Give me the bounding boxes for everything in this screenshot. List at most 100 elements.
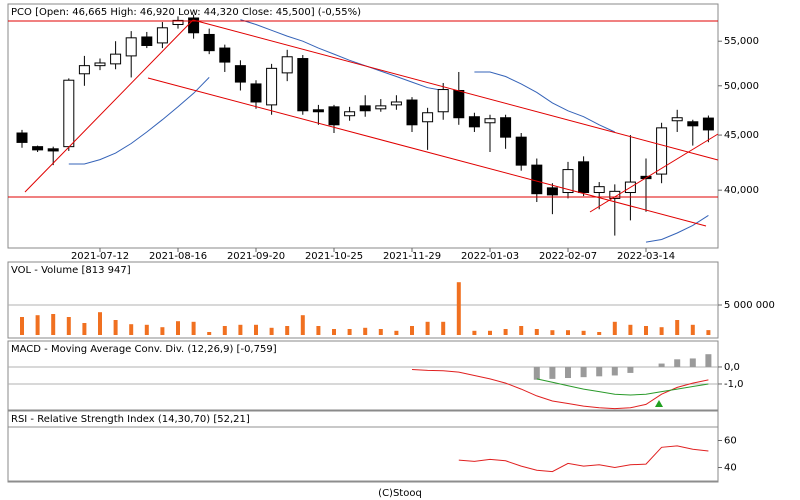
x-tick-label: 2022-01-03 — [461, 251, 519, 262]
candle-body — [78, 65, 90, 75]
histogram-bar — [565, 366, 571, 379]
volume-bar — [300, 315, 305, 335]
panel-frame — [7, 3, 719, 249]
volume-bar — [66, 317, 71, 335]
volume-bar — [113, 320, 118, 335]
volume-bar — [176, 321, 180, 335]
candle-body — [281, 56, 293, 74]
volume-bar — [659, 327, 664, 335]
histogram-bar — [580, 366, 587, 378]
histogram-bar — [658, 363, 665, 367]
footer: (C)Stooq — [378, 488, 422, 499]
candle-body — [375, 105, 387, 110]
candle-body — [359, 105, 371, 112]
candle-body — [110, 53, 122, 65]
candle-body — [297, 58, 309, 112]
histogram-bar — [689, 358, 696, 367]
signal-marker — [655, 400, 663, 407]
histogram-bar — [533, 366, 540, 380]
trend-lines — [8, 19, 719, 227]
candle-body — [468, 116, 480, 128]
volume-bar — [160, 327, 165, 335]
moving-average — [68, 19, 709, 243]
panel-title: PCO [Open: 46,665 High: 46,920 Low: 44,3… — [11, 7, 361, 18]
volume-bar — [441, 321, 446, 335]
volume-bar — [347, 329, 352, 335]
trend-line — [147, 77, 707, 227]
candle-body — [702, 117, 714, 131]
candle-body — [63, 79, 75, 148]
histogram-bar — [611, 366, 618, 376]
volume-bar — [566, 330, 570, 335]
candle-body — [47, 148, 59, 152]
panel-frame — [7, 261, 719, 339]
x-tick-label: 2021-11-29 — [383, 251, 441, 262]
volume-bar — [82, 323, 87, 335]
volume-bar — [144, 324, 149, 335]
volume-bar — [207, 332, 212, 335]
x-tick-label: 2021-08-16 — [149, 251, 207, 262]
volume-bar — [503, 329, 508, 335]
candle-body — [16, 132, 28, 143]
plot-layer — [7, 3, 722, 483]
panel-frame — [7, 340, 719, 411]
histogram-bar — [674, 359, 681, 367]
y-tick-label: -1,0 — [724, 379, 744, 390]
volume-bar — [472, 330, 477, 335]
volume-bar — [534, 329, 539, 335]
volume-bar — [378, 329, 383, 335]
candle-body — [422, 112, 434, 123]
candle-body — [578, 161, 590, 194]
volume-bar — [425, 321, 430, 335]
panel-title: MACD - Moving Average Conv. Div. (12,26,… — [11, 344, 277, 355]
volume-bar — [51, 314, 56, 335]
candle-body — [328, 106, 340, 126]
candle-body — [562, 169, 574, 194]
candle-body — [500, 117, 512, 138]
volume-bar — [394, 330, 399, 335]
histogram-bar — [596, 366, 603, 377]
histogram-bar — [705, 354, 712, 367]
volume-bar — [20, 317, 24, 335]
volume-bar — [628, 324, 633, 335]
volume-bar — [129, 324, 134, 335]
y-tick-label: 50,000 — [724, 81, 759, 92]
histogram-bar — [549, 366, 556, 379]
candle-body — [94, 62, 106, 67]
candle-body — [437, 89, 449, 113]
trend-line — [589, 133, 719, 213]
volume-bar — [285, 326, 290, 335]
x-tick-label: 2021-09-20 — [227, 251, 285, 262]
candle-body — [344, 111, 356, 117]
volume-bar — [675, 320, 680, 335]
panel-title: RSI - Relative Strength Index (14,30,70)… — [11, 414, 250, 425]
macd-line — [411, 369, 709, 410]
volume-bar — [191, 321, 196, 335]
candle-body — [312, 109, 324, 113]
y-tick-label: 40 — [724, 463, 737, 474]
x-tick-label: 2022-03-14 — [617, 251, 675, 262]
x-tick-label: 2021-10-25 — [305, 251, 363, 262]
volume-bar — [550, 330, 555, 335]
candle-body — [484, 118, 496, 124]
volume-bar — [238, 324, 243, 335]
candle-body — [203, 33, 215, 52]
rsi-line — [458, 445, 709, 473]
candle-body — [656, 127, 668, 175]
candle-body — [156, 27, 168, 44]
macd-line — [536, 378, 709, 396]
volume-bar — [35, 315, 40, 335]
volume-bar — [706, 330, 711, 335]
candle-body — [546, 187, 558, 196]
y-tick-label: 0,0 — [724, 362, 740, 373]
volume-bar — [332, 329, 336, 335]
volume-bar — [488, 330, 492, 335]
volume-bar — [690, 324, 695, 335]
volume-bar — [581, 330, 586, 335]
candle-body — [453, 89, 465, 119]
y-tick-label: 45,000 — [724, 130, 759, 141]
volume-bar — [98, 312, 102, 335]
candle-body — [687, 121, 699, 127]
